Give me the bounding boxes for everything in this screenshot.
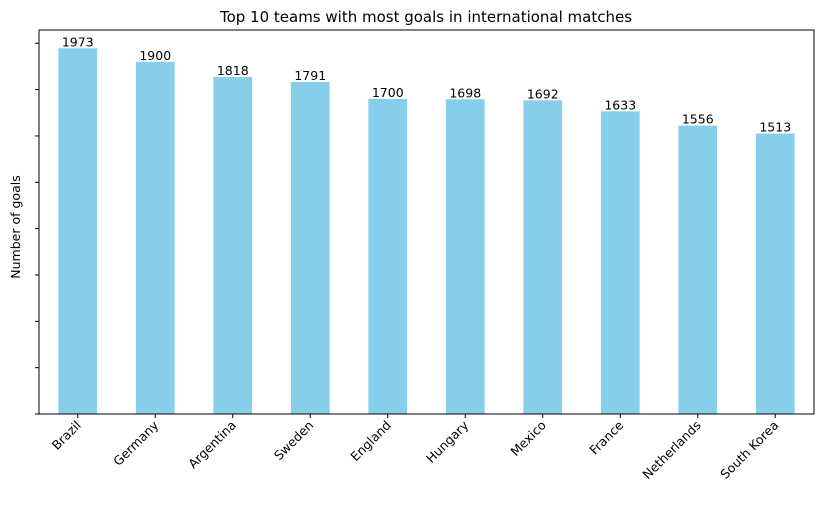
data-label: 1698 [449,85,481,100]
bar-mexico [523,100,563,414]
data-label: 1692 [527,86,559,101]
bar-hungary [445,99,485,414]
y-axis-label: Number of goals [8,175,23,278]
data-labels-layer: 1973 1900 1818 1791 1700 1698 1692 1633 1556 1513 [62,34,791,134]
bar-brazil [58,48,98,415]
y-ticks-layer [35,42,39,415]
chart-title: Top 10 teams with most goals in internat… [219,8,632,26]
bar-netherlands [678,125,718,414]
x-tick-label: Argentina [185,418,239,472]
data-label: 1556 [682,112,714,127]
bar-sweden [290,82,330,414]
data-label: 1791 [294,68,326,83]
x-tick-label: Mexico [507,418,548,459]
bar-germany [135,61,175,414]
x-tick-label: Netherlands [639,418,703,482]
bar-south-korea [755,133,795,414]
plot-area-frame [38,29,815,415]
data-label: 1633 [604,97,636,112]
data-label: 1513 [759,120,791,135]
bar-argentina [213,77,253,415]
x-tick-label: England [347,418,393,464]
bars-layer [58,48,795,415]
x-ticks-layer: Brazil Germany Argentina Sweden England Hunga… [49,414,781,482]
data-label: 1818 [217,63,249,78]
x-tick-label: France [586,417,626,457]
data-label: 1900 [139,48,171,63]
bar-england [368,98,408,414]
x-tick-label: Hungary [423,417,472,466]
bar-france [600,111,640,414]
x-tick-label: South Korea [717,418,781,482]
data-label: 1700 [372,85,404,100]
x-tick-label: Brazil [49,418,84,453]
data-label: 1973 [62,34,94,49]
x-tick-label: Sweden [271,418,317,464]
x-tick-label: Germany [110,417,162,469]
